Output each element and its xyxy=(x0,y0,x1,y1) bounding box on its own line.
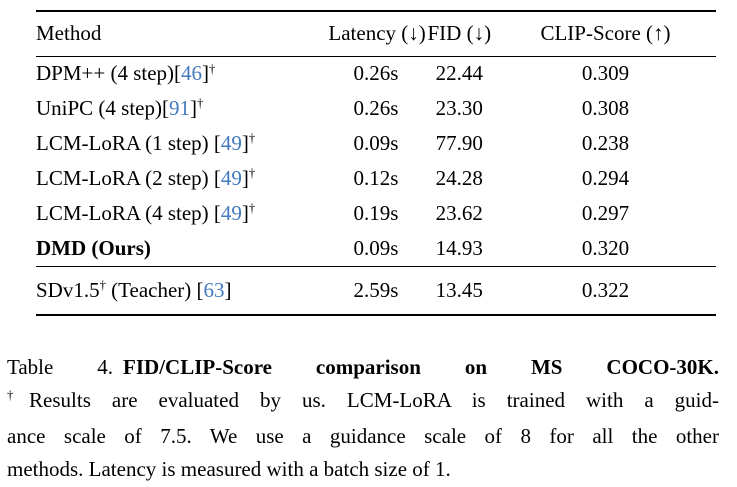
method-name: DPM++ (4 step)[ xyxy=(36,61,182,86)
fid-cell: 24.28 xyxy=(435,166,483,190)
col-header-latency: Latency (↓) xyxy=(328,11,426,57)
col-header-method: Method xyxy=(36,11,329,57)
dagger-icon: † xyxy=(7,388,30,403)
clip-score-cell: 0.297 xyxy=(581,201,630,225)
fid-cell: 13.45 xyxy=(435,277,483,302)
citation-link[interactable]: 46 xyxy=(181,61,203,86)
caption-line-1: Table 4. FID/CLIP-Score comparison on MS … xyxy=(7,351,719,384)
caption-line-2: †Results are evaluated by us. LCM-LoRA i… xyxy=(7,384,719,420)
method-name: ] xyxy=(190,96,197,120)
dagger-icon: † xyxy=(248,201,256,216)
method-cell: DMD (Ours) xyxy=(36,231,329,267)
method-name: LCM-LoRA (1 step) [ xyxy=(36,131,221,155)
clip-score-cell: 0.322 xyxy=(581,277,630,302)
caption-label: Table 4. xyxy=(7,355,114,379)
table-caption: Table 4. FID/CLIP-Score comparison on MS … xyxy=(7,351,719,486)
caption-text-2: Results are evaluated by us. LCM-LoRA is… xyxy=(29,388,719,412)
method-cell: LCM-LoRA (4 step) [49]† xyxy=(36,196,328,231)
method-cell: LCM-LoRA (2 step) [49]† xyxy=(36,161,328,196)
method-name: ] xyxy=(224,277,232,302)
col-header-fid: FID (↓) xyxy=(423,11,495,57)
fid-cell: 14.93 xyxy=(423,231,495,267)
method-name: (Teacher) [ xyxy=(105,277,204,302)
caption-line-3: ance scale of 7.5. We use a guidance sca… xyxy=(7,420,719,453)
method-cell: UniPC (4 step)[91]† xyxy=(36,91,328,126)
citation-link[interactable]: 91 xyxy=(169,96,190,120)
citation-link[interactable]: 49 xyxy=(220,166,242,190)
clip-score-cell: 0.238 xyxy=(581,131,630,155)
results-table: Method Latency (↓) FID (↓) CLIP-Score (↑… xyxy=(36,10,716,316)
method-name: LCM-LoRA (4 step) [ xyxy=(36,201,221,225)
caption-text-4: methods. Latency is measured with a batc… xyxy=(7,457,451,481)
fid-cell: 23.30 xyxy=(435,96,483,120)
clip-score-cell: 0.308 xyxy=(581,96,630,120)
header-row: Method Latency (↓) FID (↓) CLIP-Score (↑… xyxy=(36,11,716,57)
method-name: DMD (Ours) xyxy=(36,235,151,260)
citation-link[interactable]: 49 xyxy=(220,131,242,155)
caption-text-3: ance scale of 7.5. We use a guidance sca… xyxy=(7,424,719,448)
method-name: SDv1.5 xyxy=(36,277,100,302)
fid-cell: 23.62 xyxy=(435,201,483,225)
method-cell: DPM++ (4 step)[46]† xyxy=(36,56,328,91)
method-name: ] xyxy=(241,201,249,225)
fid-cell: 22.44 xyxy=(435,61,483,86)
dagger-icon: † xyxy=(209,61,216,76)
fid-cell: 77.90 xyxy=(435,131,483,155)
table-row: LCM-LoRA (4 step) [49]† 0.19s 23.62 0.297 xyxy=(36,196,716,231)
dagger-icon: † xyxy=(248,166,256,181)
caption-title: FID/CLIP-Score comparison on MS COCO-30K… xyxy=(123,355,719,379)
dagger-icon: † xyxy=(99,278,106,293)
table-row: SDv1.5† (Teacher) [63] 2.59s 13.45 0.322 xyxy=(36,266,716,315)
latency-cell: 0.19s xyxy=(353,201,399,225)
method-name: ] xyxy=(202,61,210,86)
clip-score-cell: 0.294 xyxy=(581,166,630,190)
method-cell: SDv1.5† (Teacher) [63] xyxy=(36,266,328,315)
results-table-body: DPM++ (4 step)[46]† 0.26s 22.44 0.309 UniPC … xyxy=(36,56,716,315)
method-name: ] xyxy=(241,166,249,190)
table-row: LCM-LoRA (1 step) [49]† 0.09s 77.90 0.238 xyxy=(36,126,716,161)
latency-cell: 0.26s xyxy=(353,61,399,86)
citation-link[interactable]: 49 xyxy=(220,201,242,225)
table-header: Method Latency (↓) FID (↓) CLIP-Score (↑… xyxy=(36,11,716,57)
clip-score-cell: 0.309 xyxy=(581,61,630,86)
citation-link[interactable]: 63 xyxy=(203,277,225,302)
latency-cell: 0.12s xyxy=(353,166,399,190)
method-name: LCM-LoRA (2 step) [ xyxy=(36,166,221,190)
latency-cell: 0.09s xyxy=(328,231,424,267)
table-row: DPM++ (4 step)[46]† 0.26s 22.44 0.309 xyxy=(36,56,716,91)
method-name: UniPC (4 step)[ xyxy=(36,96,169,120)
method-name: ] xyxy=(241,131,249,155)
method-cell: LCM-LoRA (1 step) [49]† xyxy=(36,126,328,161)
col-header-clip-score: CLIP-Score (↑) xyxy=(494,11,716,57)
caption-line-4: methods. Latency is measured with a batc… xyxy=(7,453,719,486)
latency-cell: 0.09s xyxy=(353,131,399,155)
table-row: LCM-LoRA (2 step) [49]† 0.12s 24.28 0.294 xyxy=(36,161,716,196)
dagger-icon: † xyxy=(248,131,256,146)
table-row: DMD (Ours) 0.09s 14.93 0.320 xyxy=(36,231,716,267)
dagger-icon: † xyxy=(197,96,204,111)
clip-score-cell: 0.320 xyxy=(494,231,716,267)
latency-cell: 0.26s xyxy=(353,96,399,120)
table-row: UniPC (4 step)[91]† 0.26s 23.30 0.308 xyxy=(36,91,716,126)
latency-cell: 2.59s xyxy=(353,277,399,302)
